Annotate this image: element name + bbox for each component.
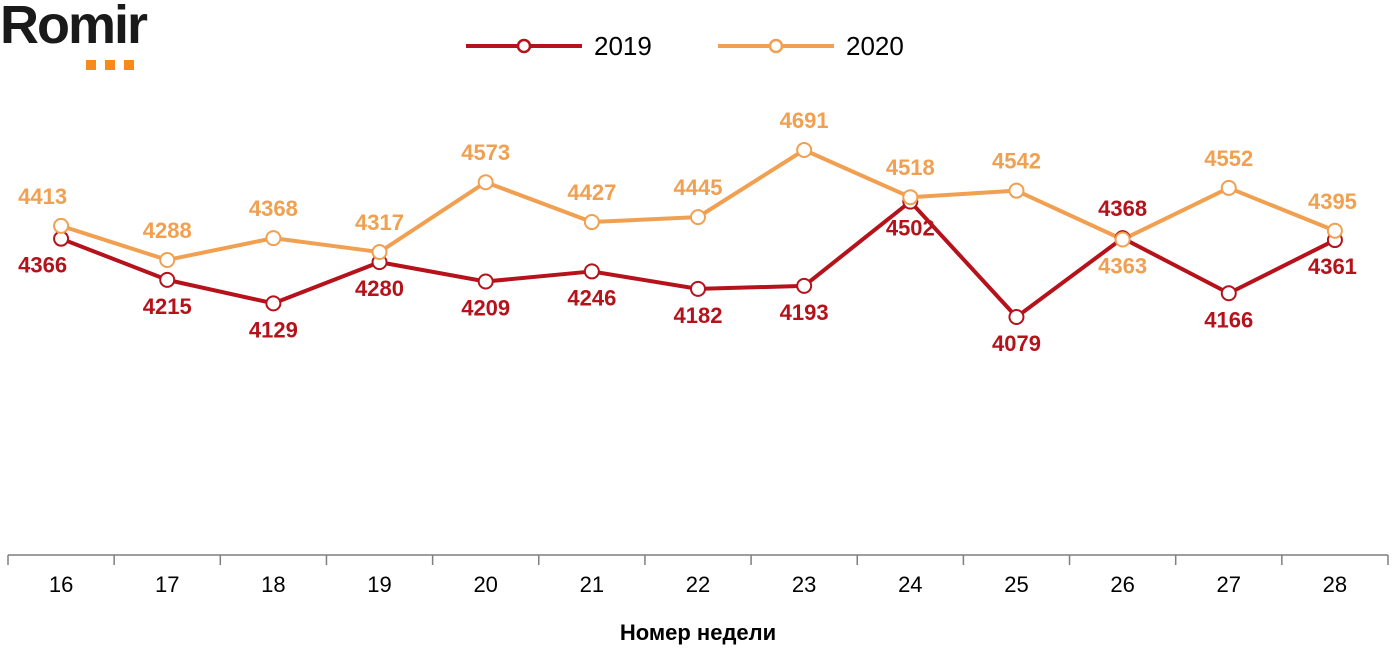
- data-label-2019: 4079: [992, 331, 1041, 356]
- data-label-2019: 4182: [674, 303, 723, 328]
- legend-label-2020: 2020: [846, 31, 904, 61]
- data-label-2020: 4413: [18, 184, 67, 209]
- legend-marker-2020: [768, 38, 784, 54]
- data-point-2020: [371, 244, 388, 261]
- legend-marker-2019: [516, 38, 532, 54]
- logo-dot: [86, 60, 96, 70]
- data-point-2020: [1114, 231, 1131, 248]
- x-tick-label: 22: [686, 572, 710, 597]
- data-point-2019: [583, 263, 600, 280]
- x-tick-label: 19: [367, 572, 391, 597]
- data-point-2020: [477, 174, 494, 191]
- data-point-2019: [1008, 309, 1025, 325]
- data-point-2019: [1220, 285, 1237, 302]
- data-point-2020: [1008, 182, 1025, 199]
- x-tick-label: 17: [155, 572, 179, 597]
- data-label-2019: 4129: [249, 317, 298, 342]
- data-point-2019: [477, 273, 494, 290]
- data-label-2020: 4368: [249, 196, 298, 221]
- data-label-2019: 4215: [143, 294, 192, 319]
- data-label-2019: 4209: [461, 296, 510, 321]
- data-label-2019: 4193: [780, 300, 829, 325]
- data-point-2020: [583, 214, 600, 231]
- data-label-2020: 4427: [567, 180, 616, 205]
- data-label-2020: 4573: [461, 140, 510, 165]
- logo-text: Romir: [0, 0, 148, 55]
- logo-dot: [105, 60, 115, 70]
- logo-dots: [86, 60, 134, 70]
- data-label-2019: 4366: [18, 253, 67, 278]
- data-label-2020: 4445: [674, 175, 723, 200]
- x-tick-label: 16: [49, 572, 73, 597]
- data-label-2019: 4361: [1308, 254, 1357, 279]
- data-point-2019: [690, 280, 706, 297]
- data-label-2020: 4552: [1204, 146, 1253, 171]
- data-label-2019: 4368: [1098, 196, 1147, 221]
- x-axis-title: Номер недели: [620, 620, 776, 645]
- data-point-2020: [1326, 222, 1343, 239]
- x-tick-label: 27: [1217, 572, 1241, 597]
- data-label-2020: 4288: [143, 218, 192, 243]
- x-tick-label: 21: [580, 572, 604, 597]
- data-point-2020: [690, 209, 706, 226]
- x-tick-label: 24: [898, 572, 922, 597]
- x-tick-label: 25: [1004, 572, 1028, 597]
- legend-label-2019: 2019: [594, 31, 652, 61]
- data-point-2020: [53, 217, 70, 234]
- data-point-2019: [796, 277, 813, 294]
- data-label-2020: 4518: [886, 155, 935, 180]
- data-label-2019: 4502: [886, 216, 935, 241]
- logo-dot: [124, 60, 134, 70]
- data-label-2020: 4317: [355, 210, 404, 235]
- data-point-2020: [1220, 179, 1237, 196]
- data-label-2020: 4363: [1098, 254, 1147, 279]
- x-tick-label: 20: [473, 572, 497, 597]
- data-point-2020: [902, 189, 919, 206]
- romir-logo: Romir: [0, 0, 200, 80]
- data-label-2020: 4542: [992, 149, 1041, 174]
- data-label-2019: 4166: [1204, 307, 1253, 332]
- x-tick-label: 28: [1323, 572, 1347, 597]
- data-label-2019: 4280: [355, 276, 404, 301]
- x-tick-label: 18: [261, 572, 285, 597]
- data-label-2019: 4246: [567, 285, 616, 310]
- data-point-2020: [265, 230, 282, 247]
- data-label-2020: 4395: [1308, 189, 1357, 214]
- data-point-2020: [159, 251, 176, 268]
- x-tick-label: 26: [1110, 572, 1134, 597]
- data-point-2020: [796, 142, 813, 158]
- data-point-2019: [265, 295, 282, 312]
- data-label-2020: 4691: [780, 108, 829, 133]
- x-tick-label: 23: [792, 572, 816, 597]
- data-point-2019: [159, 271, 176, 288]
